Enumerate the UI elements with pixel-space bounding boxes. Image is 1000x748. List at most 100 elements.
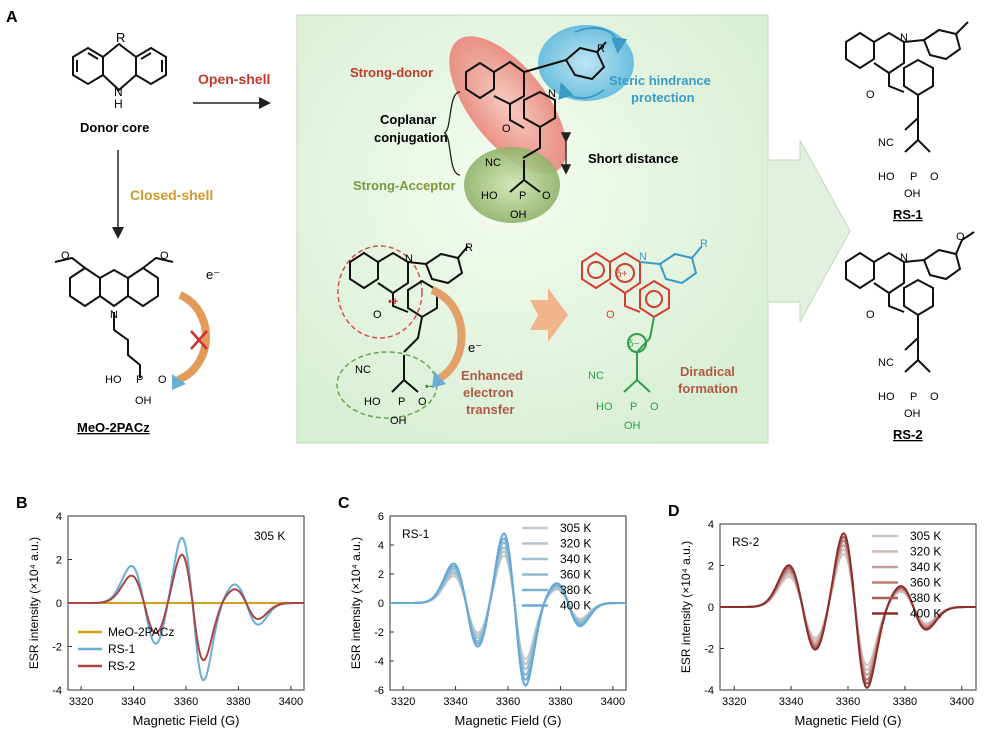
y-tick-label: -2 [704, 644, 714, 656]
series-line-rs-2 [68, 553, 304, 662]
rs1-cn: NC [878, 137, 894, 149]
rs1-o: O [866, 89, 875, 101]
diradical-label-2: formation [678, 381, 738, 396]
radical-cation: •+ [388, 296, 398, 308]
top-p: P [519, 190, 526, 202]
panel-letter-b: B [16, 495, 28, 512]
transfer-electron-label: e⁻ [468, 340, 482, 355]
panel-letter-d: D [668, 503, 680, 520]
x-tick-label: 3380 [548, 696, 572, 708]
bl-p: P [398, 396, 405, 408]
delta-plus: δ+ [616, 269, 628, 280]
diradical-arrow [530, 288, 568, 342]
x-tick-label: 3340 [443, 696, 467, 708]
y-tick-label: -4 [52, 685, 62, 697]
top-cn: NC [485, 157, 501, 169]
top-n: N [548, 88, 556, 100]
rs2-o: O [866, 309, 875, 321]
rs-1-name: RS-1 [893, 207, 923, 222]
meo-electron-label: e⁻ [206, 267, 220, 282]
bl-o: O [373, 309, 382, 321]
top-ho: HO [481, 190, 498, 202]
y-tick-label: -4 [704, 685, 714, 697]
y-axis-label: ESR intensity (×10⁴ a.u.) [679, 541, 693, 673]
legend-label: 380 K [560, 583, 591, 597]
dr-o: O [606, 309, 615, 321]
dr-ho: HO [596, 401, 613, 413]
blocked-arrow-head [172, 374, 186, 390]
x-tick-label: 3340 [121, 696, 145, 708]
chart-b: B 3320 3340 3360 3380 3400 -4 -2 0 2 4 Magnetic Fie… [16, 495, 305, 728]
legend-label: 380 K [910, 591, 941, 605]
dr-cn: NC [588, 370, 604, 382]
legend-label: 340 K [910, 560, 941, 574]
x-tick-label: 3340 [779, 696, 803, 708]
top-o-eq: O [542, 190, 551, 202]
strong-acceptor-label: Strong-Acceptor [353, 178, 456, 193]
dr-o-eq: O [650, 401, 659, 413]
x-tick-label: 3400 [279, 696, 303, 708]
enhanced-label-3: transfer [466, 402, 514, 417]
x-tick-label: 3320 [69, 696, 93, 708]
top-r: R [597, 43, 605, 55]
coplanar-label-1: Coplanar [380, 112, 436, 127]
meo-oh2: OH [135, 395, 152, 407]
donor-glow [449, 36, 567, 174]
rotation-arrow-bottom [558, 82, 605, 100]
meo-oh: HO [105, 374, 122, 386]
rs2-oh: OH [904, 408, 921, 420]
top-o: O [502, 123, 511, 135]
rs2-ho: HO [878, 391, 895, 403]
y-tick-label: 4 [378, 540, 384, 552]
legend-label: RS-2 [108, 659, 136, 673]
bl-n: N [405, 253, 413, 265]
donor-core-h: H [114, 97, 123, 111]
y-tick-label: -6 [374, 685, 384, 697]
bl-ho: HO [364, 396, 381, 408]
legend-label: MeO-2PACz [108, 625, 174, 639]
steric-label-1: Steric hindrance [609, 73, 711, 88]
rotation-arrow-top [574, 27, 628, 54]
rs2-cn: NC [878, 357, 894, 369]
meo-o1: O [61, 250, 70, 262]
legend-label: 305 K [560, 521, 591, 535]
rs-2-name: RS-2 [893, 427, 923, 442]
bl-o-eq: O [418, 396, 427, 408]
dr-r: R [700, 238, 708, 250]
y-tick-label: 2 [708, 561, 714, 573]
x-tick-label: 3400 [950, 696, 974, 708]
rs2-o-eq: O [930, 391, 939, 403]
legend-label: RS-1 [108, 642, 136, 656]
y-tick-label: 2 [378, 569, 384, 581]
electron-transfer-arrow [430, 286, 466, 382]
meo-o2: O [160, 250, 169, 262]
dr-p: P [630, 401, 637, 413]
legend-label: 400 K [560, 599, 591, 613]
rs-1-structure [845, 21, 969, 153]
meo-o-eq: O [158, 374, 167, 386]
donor-core-structure [72, 42, 167, 92]
dr-oh: OH [624, 420, 641, 432]
rs1-o-eq: O [930, 171, 939, 183]
x-tick-label: 3360 [496, 696, 520, 708]
radical-anion: •− [425, 381, 435, 393]
rs1-n: N [900, 32, 908, 44]
y-tick-label: 4 [708, 519, 714, 531]
cross-icon [190, 330, 208, 350]
x-tick-label: 3320 [722, 696, 746, 708]
diradical-molecule-structure [581, 251, 670, 319]
rs2-n: N [900, 252, 908, 264]
sample-annotation: RS-1 [402, 527, 430, 541]
enhanced-label-2: electron [463, 385, 514, 400]
panel-letter-c: C [338, 495, 350, 512]
x-axis-label: Magnetic Field (G) [795, 713, 902, 728]
meo-p: P [136, 374, 143, 386]
meo-2pacz-structure [54, 256, 174, 378]
y-axis-label: ESR intensity (×10⁴ a.u.) [27, 537, 41, 669]
coplanar-brace [443, 91, 461, 176]
series-line-400-k [720, 532, 976, 689]
cation-dashed-ring [337, 245, 423, 339]
legend-label: 360 K [560, 568, 591, 582]
y-tick-label: 0 [378, 598, 384, 610]
